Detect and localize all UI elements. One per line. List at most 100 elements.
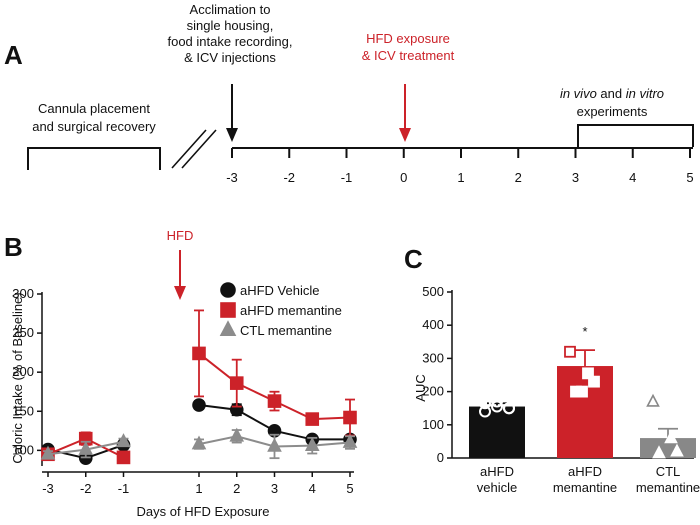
- b-data-point: [229, 427, 245, 442]
- c-category-label: aHFD: [568, 464, 602, 479]
- hfd-annotation-head: [174, 286, 186, 300]
- hfd-annotation-label: HFD: [167, 228, 194, 243]
- c-individual-point: [491, 395, 503, 408]
- timeline-tick-label: -2: [283, 170, 295, 185]
- hfd-exposure-label: HFD exposure & ICV treatment: [362, 31, 455, 63]
- b-y-tick-label: 200: [12, 364, 34, 379]
- b-data-point: [305, 412, 320, 426]
- c-individual-point: [479, 397, 491, 410]
- b-x-tick-label: -2: [80, 481, 92, 496]
- timeline-tick-label: 0: [400, 170, 407, 185]
- timeline-tick-label: -1: [341, 170, 353, 185]
- b-data-point: [192, 346, 206, 361]
- c-category-label: CTL: [656, 464, 681, 479]
- c-individual-point: [503, 402, 515, 415]
- experiments-in-vitro: in vitro: [626, 86, 664, 101]
- b-series-triangle: [40, 427, 358, 460]
- c-individual-point: [652, 445, 666, 459]
- c-individual-point: [491, 400, 503, 413]
- c-y-tick-label: 500: [422, 284, 444, 299]
- panel-label-c: C: [404, 244, 423, 274]
- b-ylabel: Caloric Intake (% of Baseline): [10, 292, 25, 463]
- acclimation-line-4: & ICV injections: [184, 50, 276, 65]
- b-legend-marker: [220, 302, 236, 318]
- hfd-exposure-line-2: & ICV treatment: [362, 48, 455, 63]
- b-data-point: [192, 398, 206, 412]
- hfd-annotation: HFD: [167, 228, 194, 300]
- c-category-label: memantine: [553, 480, 617, 495]
- c-individual-point: [576, 385, 588, 398]
- b-data-point: [342, 433, 358, 448]
- acclimation-line-3: food intake recording,: [167, 34, 292, 49]
- acclimation-line-1: Acclimation to: [190, 2, 271, 17]
- c-individual-point: [479, 405, 491, 418]
- hfd-arrow-head: [399, 128, 411, 142]
- c-y-tick-label: 400: [422, 317, 444, 332]
- c-y-tick-label: 200: [422, 384, 444, 399]
- c-individual-point: [588, 375, 600, 388]
- b-data-point: [78, 440, 94, 455]
- c-category-label: vehicle: [477, 480, 517, 495]
- c-individual-point: [564, 345, 576, 358]
- c-individual-point: [670, 443, 684, 457]
- b-data-point: [40, 445, 56, 460]
- b-legend-marker: [220, 282, 236, 298]
- hfd-exposure-line-1: HFD exposure: [366, 31, 450, 46]
- b-data-point: [343, 410, 357, 425]
- bar-chart: 0100200300400500aHFDvehicleaHFDmemantine…: [422, 284, 700, 495]
- b-y-tick-label: 300: [12, 286, 34, 301]
- b-x-tick-label: -3: [42, 481, 54, 496]
- timeline-tick-label: 2: [515, 170, 522, 185]
- c-significance-marker: *: [582, 324, 587, 339]
- b-data-point: [116, 433, 131, 448]
- timeline-tick-label: 3: [572, 170, 579, 185]
- c-bar: [640, 438, 696, 458]
- acclimation-line-2: single housing,: [187, 18, 274, 33]
- b-data-point: [229, 376, 244, 390]
- b-data-point: [304, 437, 320, 451]
- b-y-tick-label: 100: [12, 442, 34, 457]
- c-individual-point: [582, 367, 594, 380]
- b-legend-marker: [219, 320, 237, 337]
- b-y-tick-label: 150: [12, 403, 34, 418]
- acclimation-arrow: [226, 84, 238, 142]
- b-x-tick-label: 1: [195, 481, 202, 496]
- experiments-in-vivo: in vivo: [560, 86, 597, 101]
- b-data-point: [267, 394, 282, 408]
- timeline-ticks: -3 -2 -1 0 1 2 3 4 5: [226, 148, 694, 185]
- c-category-label: memantine: [636, 480, 700, 495]
- b-y-tick-label: 250: [12, 325, 34, 340]
- hfd-arrow: [399, 84, 411, 142]
- b-legend-label: aHFD memantine: [240, 303, 342, 318]
- b-x-tick-label: -1: [118, 481, 130, 496]
- b-legend: aHFD Vehicle aHFD memantine CTL memantine: [219, 282, 342, 338]
- cannula-line-2: and surgical recovery: [32, 119, 156, 134]
- c-category-label: aHFD: [480, 464, 514, 479]
- timeline-tick-label: 1: [457, 170, 464, 185]
- c-individual-point: [664, 430, 678, 444]
- timeline-tick-label: 5: [686, 170, 693, 185]
- b-x-tick-label: 4: [309, 481, 316, 496]
- timeline-tick-label: -3: [226, 170, 238, 185]
- b-x-tick-label: 5: [346, 481, 353, 496]
- acclimation-label: Acclimation to single housing, food inta…: [167, 2, 292, 65]
- c-y-tick-label: 0: [437, 450, 444, 465]
- b-series-square: [41, 309, 357, 465]
- cannula-line-1: Cannula placement: [38, 101, 150, 116]
- experiments-bracket: [577, 124, 694, 147]
- axis-break-marks: [171, 129, 217, 169]
- c-ylabel: AUC: [413, 374, 428, 401]
- b-data-point: [116, 450, 131, 465]
- cannula-label: Cannula placement and surgical recovery: [32, 101, 156, 134]
- panel-label-a: A: [4, 40, 23, 70]
- b-xlabel: Days of HFD Exposure: [137, 504, 270, 519]
- b-data-point: [267, 437, 282, 452]
- cannula-bracket: [27, 147, 161, 170]
- b-data-point: [191, 435, 207, 450]
- timeline-tick-label: 4: [629, 170, 636, 185]
- experiments-line-2: experiments: [577, 104, 648, 119]
- c-bar: [469, 406, 525, 458]
